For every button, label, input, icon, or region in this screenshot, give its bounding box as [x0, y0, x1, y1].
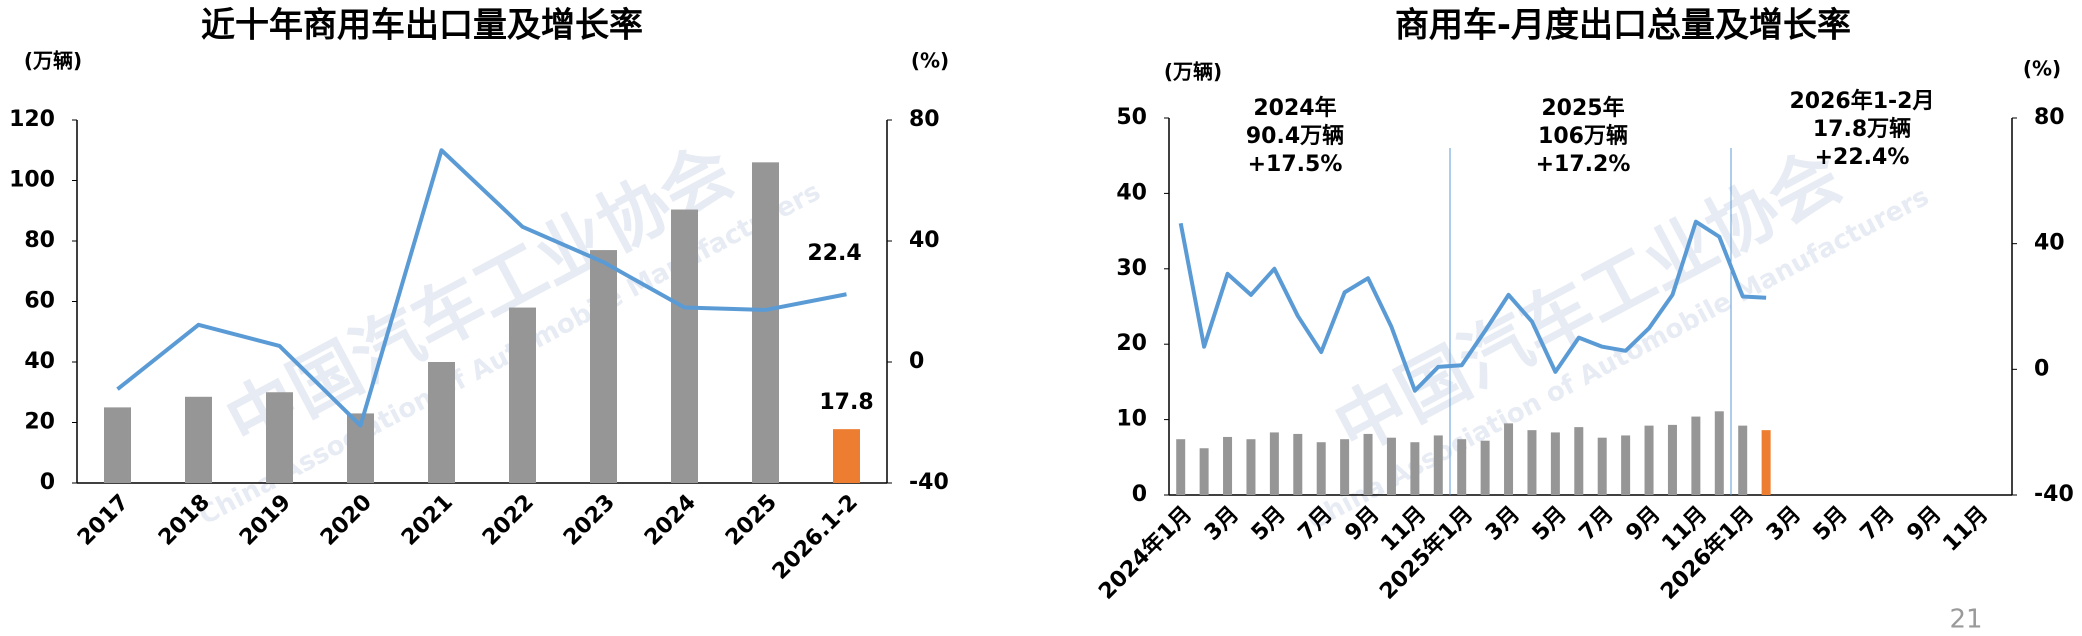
bar	[1574, 427, 1584, 495]
line	[116, 148, 847, 428]
bar	[1316, 442, 1326, 495]
x-tick-label: 3月	[1200, 502, 1244, 546]
y-axis-unit: (万辆)	[24, 49, 82, 73]
data-label: 17.8	[819, 390, 873, 415]
y-tick-label: 20	[24, 410, 55, 435]
y2-tick-label: 80	[909, 107, 940, 132]
bar	[1176, 439, 1186, 495]
bar	[1761, 430, 1771, 495]
y-tick-label: 30	[1116, 256, 1147, 281]
bar	[1363, 433, 1373, 495]
bar	[1597, 437, 1607, 495]
chart-title: 商用车-月度出口总量及增长率	[1395, 6, 1851, 46]
y-tick-label: 80	[24, 228, 55, 253]
bar	[590, 250, 617, 483]
bar	[104, 407, 131, 483]
data-label: 22.4	[807, 241, 861, 266]
y2-tick-label: 0	[909, 349, 924, 374]
y2-tick-label: 40	[909, 228, 940, 253]
annotation: +17.2%	[1536, 152, 1631, 177]
bar	[266, 392, 293, 483]
bar	[1644, 425, 1654, 495]
bar	[1223, 436, 1233, 495]
x-tick-label: 7月	[1856, 502, 1900, 546]
x-tick-label: 2021	[397, 490, 458, 551]
y-tick-label: 100	[9, 168, 55, 193]
bar	[752, 162, 779, 483]
annotation: 90.4万辆	[1246, 123, 1344, 149]
bar	[1527, 430, 1537, 495]
bar	[185, 396, 212, 483]
x-tick-label: 11月	[1938, 502, 1993, 557]
y2-tick-label: -40	[2034, 482, 2074, 507]
annotation: 106万辆	[1538, 123, 1628, 149]
bar	[1667, 424, 1677, 495]
y-tick-label: 50	[1116, 105, 1147, 130]
watermark: 中国汽车工业协会	[1322, 134, 1855, 469]
y-tick-label: 40	[24, 349, 55, 374]
x-tick-label: 7月	[1575, 502, 1619, 546]
x-tick-label: 2017	[73, 490, 134, 551]
bar	[1410, 442, 1420, 495]
y-tick-label: 0	[40, 470, 55, 495]
bar	[1269, 432, 1279, 495]
x-tick-label: 3月	[1762, 502, 1806, 546]
chart-title: 近十年商用车出口量及增长率	[201, 6, 643, 46]
page-number: 21	[1949, 605, 1982, 635]
y-tick-label: 20	[1116, 331, 1147, 356]
bar	[1293, 433, 1303, 495]
y-axis-unit: (万辆)	[1164, 60, 1222, 84]
bar	[1386, 437, 1396, 495]
y2-axis-unit: (%)	[911, 49, 949, 73]
x-tick-label: 2023	[559, 490, 620, 551]
y-tick-label: 120	[9, 107, 55, 132]
annotation: 2025年	[1541, 95, 1624, 121]
annotation: +17.5%	[1248, 152, 1343, 177]
bar	[1504, 423, 1514, 495]
bar	[1691, 416, 1701, 495]
annotation: +22.4%	[1815, 145, 1910, 170]
y2-tick-label: -40	[909, 470, 949, 495]
x-tick-label: 2020	[316, 490, 377, 551]
y2-axis-unit: (%)	[2023, 57, 2061, 81]
bar	[1457, 439, 1467, 495]
bar	[671, 209, 698, 484]
y2-tick-label: 80	[2034, 105, 2065, 130]
bar	[428, 362, 455, 483]
x-tick-label: 5月	[1809, 502, 1853, 546]
x-tick-label: 2025	[721, 490, 782, 551]
y-tick-label: 10	[1116, 407, 1147, 432]
y-tick-label: 0	[1132, 482, 1147, 507]
annotation: 2026年1-2月	[1790, 88, 1935, 114]
bar	[509, 307, 536, 483]
x-tick-label: 3月	[1481, 502, 1525, 546]
bar	[833, 429, 860, 483]
y2-tick-label: 0	[2034, 356, 2049, 381]
y2-tick-label: 40	[2034, 231, 2065, 256]
bar	[1550, 432, 1560, 495]
bar	[1340, 439, 1350, 495]
y-tick-label: 60	[24, 289, 55, 314]
x-tick-label: 2022	[478, 490, 539, 551]
bar	[1199, 448, 1209, 495]
annotation: 17.8万辆	[1813, 116, 1911, 142]
y-tick-label: 40	[1116, 180, 1147, 205]
bar	[1246, 439, 1256, 495]
x-tick-label: 5月	[1247, 502, 1291, 546]
bar	[1621, 435, 1631, 495]
x-tick-label: 2024	[640, 490, 701, 551]
bar	[1433, 435, 1443, 495]
x-tick-label: 2024年1月	[1094, 501, 1198, 605]
annotation: 2024年	[1253, 95, 1336, 121]
bar	[1480, 440, 1490, 495]
x-tick-label: 5月	[1528, 502, 1572, 546]
bar	[1738, 425, 1748, 495]
bar	[1714, 411, 1724, 495]
line	[1178, 219, 1767, 393]
x-tick-label: 2026.1-2	[768, 490, 863, 585]
